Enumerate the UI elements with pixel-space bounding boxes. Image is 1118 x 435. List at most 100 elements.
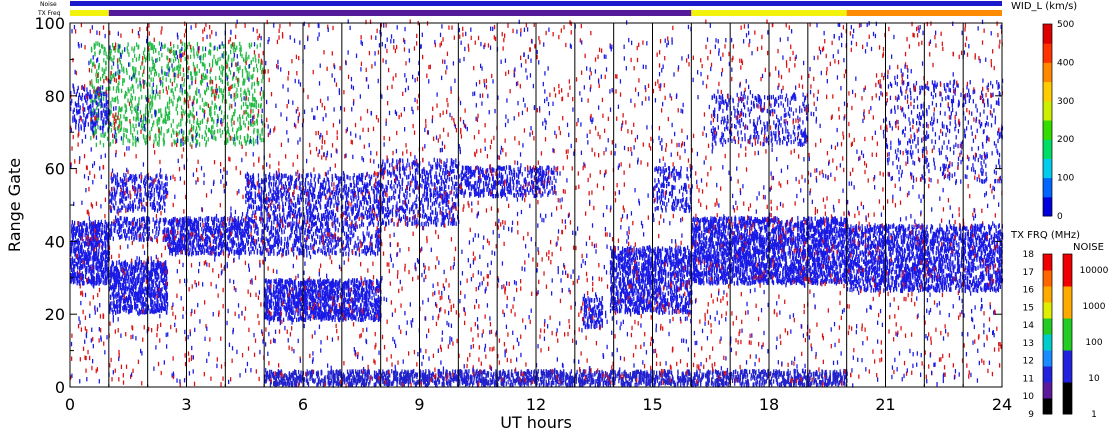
echo-cell	[293, 252, 294, 256]
echo-cell	[245, 250, 246, 254]
echo-cell	[251, 178, 252, 182]
echo-cell	[118, 260, 119, 264]
echo-cell	[76, 228, 77, 232]
echo-cell	[243, 229, 244, 233]
echo-cell	[146, 135, 147, 139]
echo-cell	[151, 127, 152, 131]
echo-cell	[313, 204, 314, 208]
echo-cell	[103, 58, 104, 62]
echo-cell	[90, 256, 91, 260]
echo-cell	[234, 45, 235, 49]
echo-cell	[96, 100, 97, 104]
echo-cell	[269, 237, 270, 241]
echo-cell	[233, 237, 234, 241]
echo-cell	[156, 304, 157, 308]
echo-cell	[311, 183, 312, 187]
echo-cell	[153, 305, 154, 309]
echo-cell	[271, 234, 272, 238]
echo-cell	[117, 100, 118, 104]
echo-cell	[245, 102, 246, 106]
echo-cell	[175, 87, 176, 91]
echo-cell	[119, 106, 120, 110]
echo-cell	[239, 65, 240, 69]
echo-cell	[115, 192, 116, 196]
echo-cell	[191, 112, 192, 116]
echo-cell	[199, 248, 200, 252]
echo-cell	[86, 254, 87, 258]
echo-cell	[101, 273, 102, 277]
echo-cell	[247, 71, 248, 75]
echo-cell	[137, 84, 138, 88]
echo-cell	[216, 245, 217, 249]
echo-cell	[214, 240, 215, 244]
echo-cell	[252, 74, 253, 78]
echo-cell	[340, 249, 341, 253]
echo-cell	[122, 179, 123, 183]
echo-cell	[131, 93, 132, 97]
echo-cell	[171, 224, 172, 228]
echo-cell	[218, 94, 219, 98]
echo-cell	[173, 248, 174, 252]
echo-cell	[71, 262, 72, 266]
echo-cell	[223, 226, 224, 230]
echo-cell	[138, 117, 139, 121]
echo-cell	[205, 53, 206, 57]
echo-cell	[326, 203, 327, 207]
echo-cell	[154, 287, 155, 291]
echo-cell	[130, 126, 131, 130]
echo-cell	[126, 187, 127, 191]
echo-cell	[304, 191, 305, 195]
echo-cell	[87, 248, 88, 252]
echo-cell	[308, 181, 309, 185]
echo-cell	[253, 67, 254, 71]
echo-cell	[128, 221, 129, 225]
echo-cell	[93, 265, 94, 269]
echo-cell	[237, 236, 238, 240]
echo-cell	[260, 66, 261, 70]
echo-cell	[126, 117, 127, 121]
echo-cell	[121, 68, 122, 72]
echo-cell	[356, 251, 357, 255]
echo-cell	[334, 216, 335, 220]
echo-cell	[359, 224, 360, 228]
echo-cell	[89, 257, 90, 261]
echo-cell	[207, 248, 208, 252]
echo-cell	[123, 69, 124, 73]
echo-cell	[105, 115, 106, 119]
echo-cell	[253, 130, 254, 134]
echo-cell	[124, 289, 125, 293]
echo-cell	[120, 263, 121, 267]
echo-cell	[249, 217, 250, 221]
echo-cell	[164, 278, 165, 282]
echo-cell	[128, 53, 129, 57]
echo-cell	[115, 304, 116, 308]
echo-cell	[173, 68, 174, 72]
echo-cell	[203, 73, 204, 77]
echo-cell	[128, 89, 129, 93]
echo-cell	[363, 188, 364, 192]
echo-cell	[357, 225, 358, 229]
echo-cell	[144, 224, 145, 228]
echo-cell	[202, 62, 203, 66]
echo-cell	[164, 190, 165, 194]
echo-cell	[274, 216, 275, 220]
echo-cell	[261, 97, 262, 101]
echo-cell	[124, 261, 125, 265]
echo-cell	[227, 129, 228, 133]
echo-cell	[71, 244, 72, 248]
echo-cell	[242, 69, 243, 73]
echo-cell	[298, 239, 299, 243]
echo-cell	[339, 188, 340, 192]
echo-cell	[155, 137, 156, 141]
echo-cell	[270, 230, 271, 234]
echo-cell	[233, 226, 234, 230]
echo-cell	[201, 251, 202, 255]
echo-cell	[210, 130, 211, 134]
echo-cell	[348, 212, 349, 216]
echo-cell	[134, 107, 135, 111]
echo-cell	[173, 221, 174, 225]
echo-cell	[158, 179, 159, 183]
echo-cell	[284, 174, 285, 178]
echo-cell	[83, 113, 84, 117]
echo-cell	[132, 96, 133, 100]
